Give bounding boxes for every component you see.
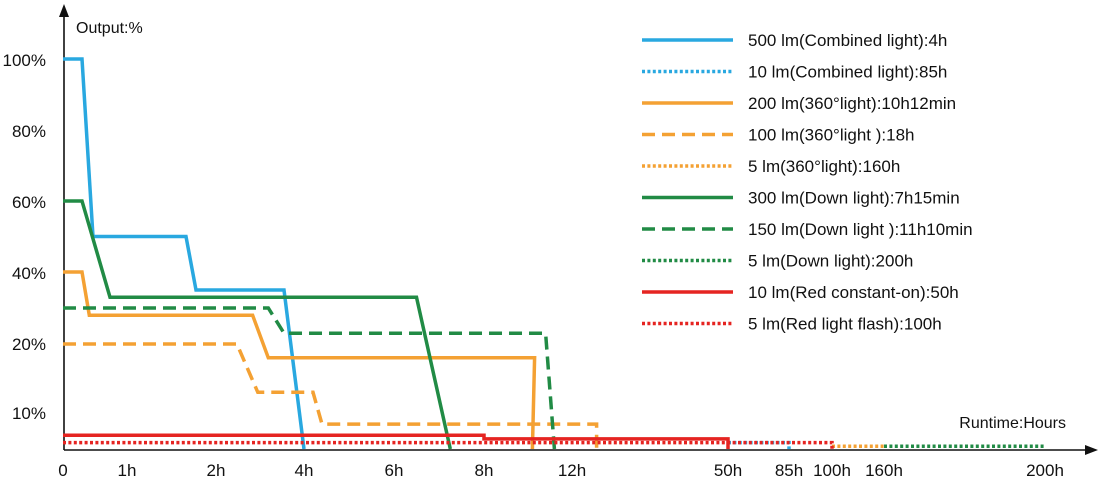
series-lines [63,57,1045,450]
series-line-3 [63,270,537,450]
legend-label: 5 lm(360°light):160h [748,157,900,176]
series-line-10 [63,440,834,449]
legend-label: 10 lm(Red constant-on):50h [748,283,959,302]
x-tick-label: 4h [295,461,314,480]
series-line-4 [63,342,599,449]
x-tick-label: 0 [58,461,67,480]
x-tick-label: 12h [558,461,586,480]
y-tick-label: 10% [12,404,46,423]
x-tick-label: 85h [775,461,803,480]
y-tick-label: 40% [12,264,46,283]
x-axis-arrow [1085,445,1098,455]
legend-label: 100 lm(360°light ):18h [748,126,915,145]
series-line-1 [63,57,306,450]
y-tick-label: 100% [3,51,46,70]
y-ticks: 100% 80% 60% 40% 20% 10% [3,51,46,423]
series-line-6 [63,199,453,450]
y-tick-label: 60% [12,193,46,212]
legend-label: 200 lm(360°light):10h12min [748,94,956,113]
y-tick-label: 80% [12,122,46,141]
x-axis-title: Runtime:Hours [959,415,1066,432]
y-tick-label: 20% [12,335,46,354]
legend-label: 10 lm(Combined light):85h [748,63,947,82]
x-tick-label: 1h [118,461,137,480]
x-tick-label: 160h [865,461,903,480]
legend-label: 300 lm(Down light):7h15min [748,189,960,208]
legend-label: 150 lm(Down light ):11h10min [748,220,973,239]
y-axis-arrow [59,4,69,17]
legend: 500 lm(Combined light):4h 10 lm(Combined … [642,31,973,334]
x-tick-label: 200h [1026,461,1064,480]
x-tick-label: 6h [385,461,404,480]
series-line-7 [63,306,557,450]
x-tick-label: 2h [207,461,226,480]
x-tick-label: 100h [813,461,851,480]
x-ticks: 0 1h 2h 4h 6h 8h 12h 50h 85h 100h 160h 2… [58,461,1064,480]
legend-label: 5 lm(Red light flash):100h [748,315,942,334]
legend-label: 500 lm(Combined light):4h [748,31,947,50]
legend-label: 5 lm(Down light):200h [748,252,913,271]
y-axis-title: Output:% [76,20,143,37]
series-line-2 [728,440,791,449]
x-tick-label: 50h [714,461,742,480]
x-tick-label: 8h [475,461,494,480]
